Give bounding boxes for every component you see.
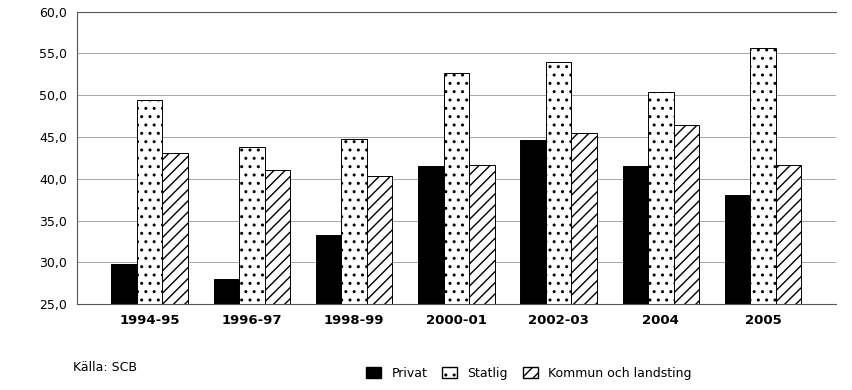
Bar (673, 124, 699, 390)
Bar (545, 62, 571, 390)
Bar (341, 139, 366, 390)
Bar (213, 279, 239, 390)
Bar (750, 48, 775, 390)
Bar (315, 235, 341, 390)
Bar (724, 195, 750, 390)
Bar (111, 264, 136, 390)
Bar (366, 176, 392, 390)
Bar (622, 166, 648, 390)
Bar (136, 100, 162, 390)
Legend: Privat, Statlig, Kommun och landsting: Privat, Statlig, Kommun och landsting (366, 367, 690, 380)
Text: Källa: SCB: Källa: SCB (72, 362, 136, 374)
Bar (417, 166, 443, 390)
Bar (162, 153, 187, 390)
Bar (648, 92, 673, 390)
Bar (520, 140, 545, 390)
Bar (571, 133, 596, 390)
Bar (443, 73, 469, 390)
Bar (775, 165, 801, 390)
Bar (469, 165, 494, 390)
Bar (239, 147, 264, 390)
Bar (264, 170, 290, 390)
